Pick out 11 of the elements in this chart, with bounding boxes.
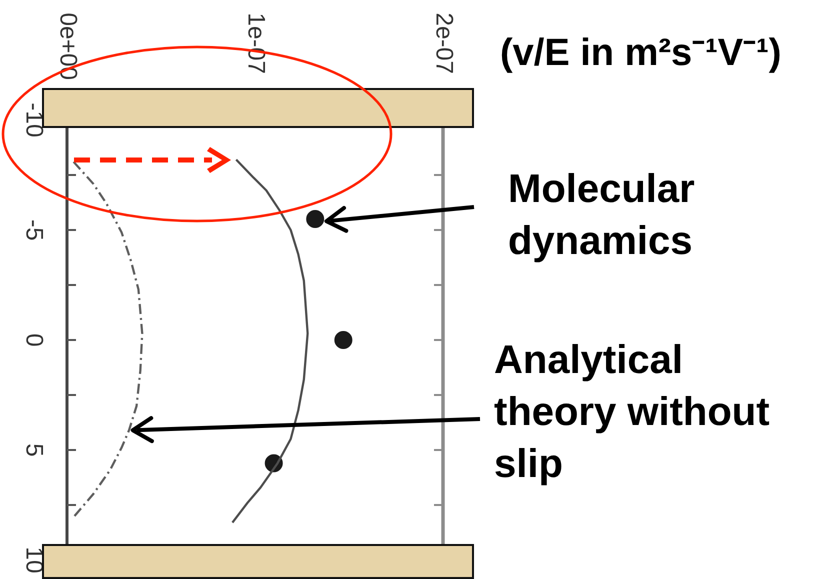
y-tick-label: -5 (20, 219, 48, 241)
annotation: Analytical theory without slip (494, 337, 771, 488)
y-tick-label: -10 (20, 102, 48, 138)
x-tick-label: 2e-07 (430, 12, 458, 74)
annotation: Molecular dynamics (508, 166, 696, 265)
y-tick-label: 0 (20, 333, 48, 347)
point (334, 331, 352, 349)
point (306, 210, 324, 228)
x-axis-title: (v/E in m²s⁻¹V⁻¹) (500, 31, 782, 76)
y-tick-label: 5 (20, 443, 48, 457)
x-tick-label: 1e-07 (242, 12, 270, 74)
